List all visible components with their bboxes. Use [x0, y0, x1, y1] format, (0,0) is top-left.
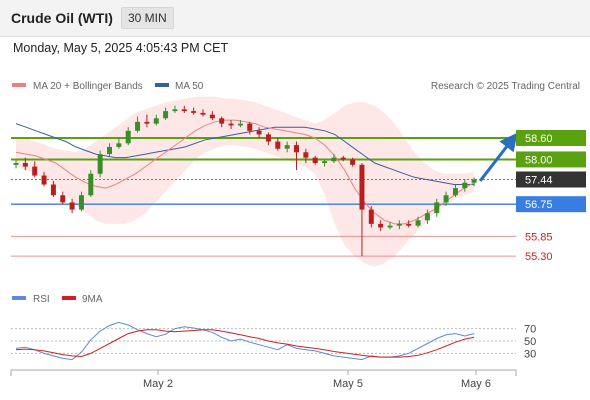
candle [22, 157, 28, 171]
rsi-ma-legend-swatch [62, 296, 76, 300]
candle [462, 179, 468, 192]
rsi-legend-swatch [12, 296, 26, 300]
candle [368, 205, 374, 228]
chart-header: Crude Oil (WTI) 30 MIN [0, 0, 590, 37]
rsi-legend-label: RSI [33, 294, 50, 305]
candle [331, 154, 337, 164]
rsi-ma-legend-label: 9MA [82, 294, 103, 305]
candle [303, 148, 309, 164]
level-tag [516, 151, 586, 168]
candle [88, 170, 94, 198]
ma50-legend-label: MA 50 [175, 81, 204, 92]
level-label: 58.60 [525, 133, 553, 145]
candle [256, 127, 262, 138]
candle [237, 120, 243, 128]
ma50-legend-swatch [155, 83, 169, 87]
candle [247, 121, 253, 135]
level-label: 55.30 [525, 251, 553, 263]
candle [359, 163, 365, 257]
candle [153, 114, 159, 126]
candle [107, 143, 112, 156]
candle [32, 161, 38, 178]
candle [69, 198, 75, 214]
rsi-tick-label: 50 [524, 336, 536, 348]
candle [172, 105, 178, 113]
rsi-tick-label: 30 [524, 348, 536, 360]
candle [406, 220, 412, 228]
candle [50, 180, 56, 198]
instrument-title: Crude Oil (WTI) [11, 10, 113, 26]
x-tick-label: May 2 [143, 378, 173, 390]
candle [378, 220, 384, 232]
x-tick-label: May 6 [461, 378, 491, 390]
candle [471, 177, 477, 187]
candle [312, 155, 318, 165]
watermark: Research © 2025 Trading Central [431, 81, 580, 92]
level-tag [516, 171, 586, 188]
timestamp: Monday, May 5, 2025 4:05:43 PM CET [13, 41, 229, 55]
level-label: 55.85 [525, 231, 553, 243]
candle [322, 159, 328, 167]
ma50-line [15, 123, 475, 185]
candle [78, 191, 84, 212]
ma20-legend-label: MA 20 + Bollinger Bands [33, 81, 143, 92]
candle [396, 220, 402, 230]
rsi-ma-line [15, 329, 475, 358]
candle [452, 184, 458, 198]
candle [181, 105, 187, 113]
level-label: 56.75 [525, 199, 553, 211]
level-label: 57.44 [525, 174, 553, 186]
candle [387, 222, 393, 230]
candle [135, 116, 141, 133]
candle [144, 114, 150, 128]
price-plot: 58.60 58.00 57.44 56.75 55.85 55.30 [11, 96, 586, 267]
candle [434, 198, 440, 217]
candle [443, 191, 449, 206]
ma20-legend-swatch [12, 83, 26, 87]
candle [284, 141, 290, 153]
rsi-tick-label: 70 [524, 324, 536, 336]
candle [415, 216, 421, 228]
level-tag [516, 129, 586, 146]
candle [163, 107, 169, 121]
rsi-line [15, 321, 475, 361]
candle [41, 171, 47, 187]
candle [209, 111, 215, 121]
candle [294, 141, 299, 171]
candle [228, 120, 234, 130]
candle [350, 157, 356, 167]
candle [13, 159, 19, 169]
candle [200, 109, 206, 117]
candle [219, 116, 225, 128]
candle [340, 155, 346, 162]
level-tag [516, 196, 586, 213]
level-label: 58.00 [525, 154, 553, 166]
candle [424, 209, 430, 224]
candle [116, 137, 122, 149]
candle [97, 150, 103, 178]
x-tick-label: May 5 [333, 378, 363, 390]
candle [60, 191, 66, 205]
projection-arrow [478, 132, 518, 182]
candle [125, 127, 131, 146]
candle [265, 132, 271, 146]
timeframe-badge[interactable]: 30 MIN [121, 7, 174, 29]
candle [275, 137, 281, 151]
candle [191, 107, 197, 115]
